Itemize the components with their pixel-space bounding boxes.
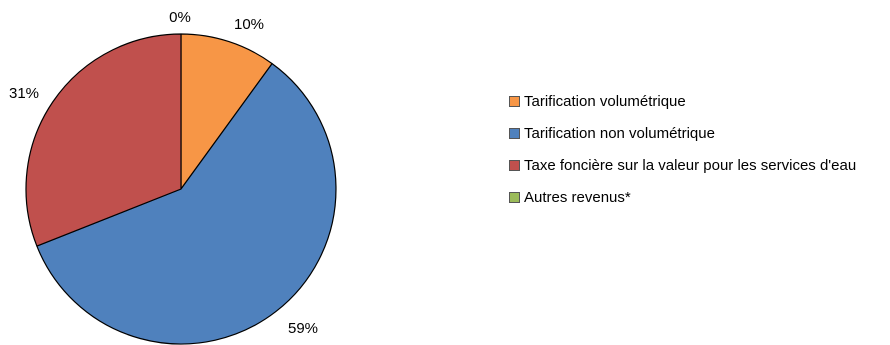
legend-label: Taxe foncière sur la valeur pour les ser…	[524, 157, 857, 174]
pie-slice-1	[180, 33, 273, 190]
legend-swatch	[509, 96, 520, 107]
legend-item-4: Autres revenus*	[509, 188, 856, 207]
pie-slice-3	[25, 33, 182, 247]
legend-label: Tarification volumétrique	[524, 93, 686, 110]
chart-legend: Tarification volumétrique Tarification no…	[509, 92, 856, 220]
pie-slices	[25, 33, 337, 345]
data-label-1: 10%	[234, 16, 264, 33]
legend-label: Tarification non volumétrique	[524, 125, 715, 142]
legend-swatch	[509, 192, 520, 203]
legend-label: Autres revenus*	[524, 189, 631, 206]
legend-swatch	[509, 128, 520, 139]
pie-slice-2	[36, 63, 337, 345]
data-label-2: 59%	[288, 320, 318, 337]
data-label-4: 0%	[169, 9, 191, 26]
data-label-3: 31%	[9, 85, 39, 102]
legend-item-3: Taxe foncière sur la valeur pour les ser…	[509, 156, 856, 175]
legend-item-2: Tarification non volumétrique	[509, 124, 856, 143]
legend-swatch	[509, 160, 520, 171]
pie-data-labels: 10% 59% 31% 0%	[9, 9, 318, 337]
legend-item-1: Tarification volumétrique	[509, 92, 856, 111]
